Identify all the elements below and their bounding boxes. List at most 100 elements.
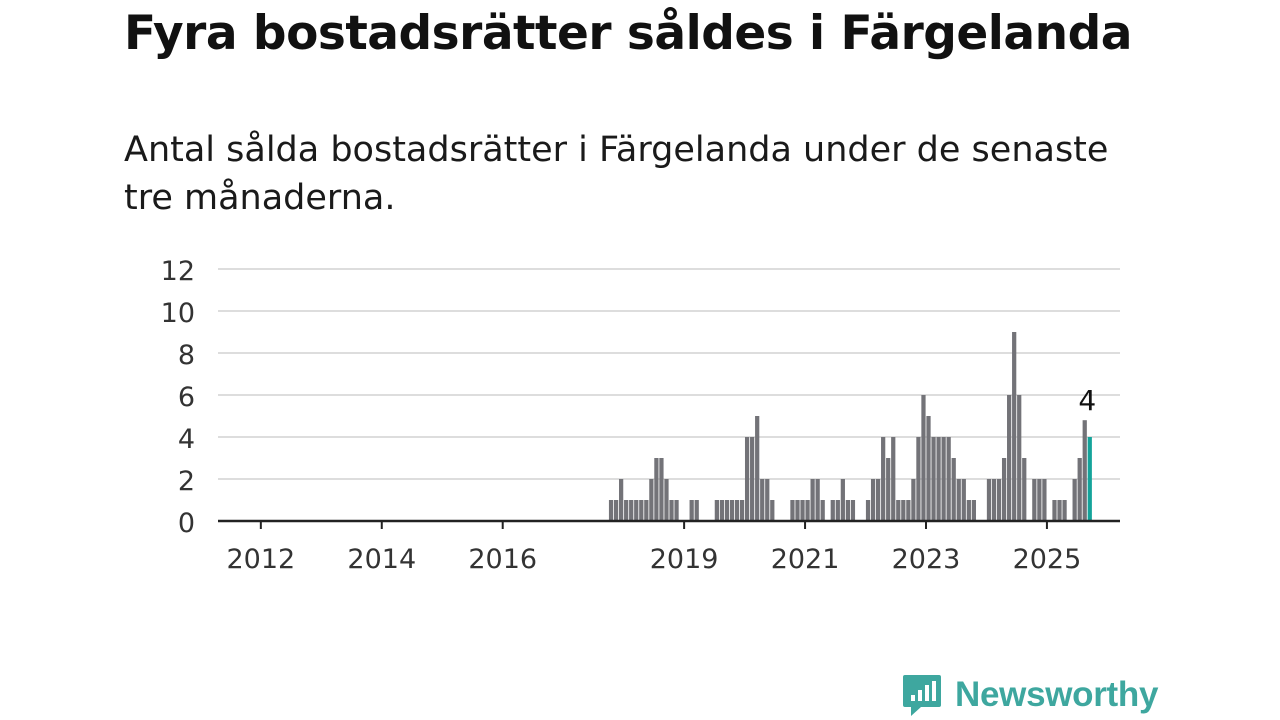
- y-tick-label: 2: [178, 466, 195, 497]
- bar: [750, 437, 755, 521]
- bar: [916, 437, 921, 521]
- bar: [840, 479, 845, 521]
- bar: [739, 500, 745, 521]
- bar: [1077, 458, 1082, 521]
- bar: [1007, 395, 1012, 521]
- bar: [961, 479, 966, 521]
- bar: [608, 500, 614, 521]
- bar: [951, 458, 956, 521]
- x-tick-label: 2023: [892, 544, 961, 575]
- bar: [941, 437, 946, 521]
- bar: [830, 500, 835, 521]
- y-tick-label: 0: [178, 508, 195, 539]
- bar: [886, 458, 891, 521]
- bar: [654, 458, 659, 521]
- bar: [790, 500, 795, 521]
- bar: [810, 479, 815, 521]
- bar: [734, 500, 740, 521]
- x-tick-label: 2025: [1013, 544, 1082, 575]
- bar: [1001, 458, 1007, 521]
- bar: [619, 479, 624, 521]
- bar-chart: 0 2 4 6 8 10 12 2012 2014 2016 2019 2021 2023 2025 4: [161, 256, 1120, 575]
- x-tick-label: 2014: [347, 544, 416, 575]
- bar: [891, 437, 896, 521]
- bar: [921, 395, 926, 521]
- y-tick-label: 6: [178, 382, 195, 413]
- bar: [719, 500, 725, 521]
- value-annotation: 4: [1078, 384, 1096, 417]
- bar: [1062, 500, 1067, 521]
- bar: [770, 500, 775, 521]
- bar: [1017, 395, 1022, 521]
- bar: [613, 500, 619, 521]
- bar: [1042, 479, 1047, 521]
- bar: [966, 500, 971, 521]
- x-tick-label: 2012: [226, 544, 295, 575]
- bar: [1032, 479, 1037, 521]
- bar: [669, 500, 674, 521]
- bar: [724, 500, 730, 521]
- bar: [845, 500, 851, 521]
- bar: [659, 458, 664, 521]
- bar: [931, 437, 936, 521]
- bar: [805, 500, 810, 521]
- bar: [1012, 332, 1017, 521]
- bar: [986, 479, 992, 521]
- bar: [835, 500, 840, 521]
- bar: [906, 500, 911, 521]
- bar: [911, 479, 916, 521]
- brand: Newsworthy: [901, 670, 1158, 720]
- chart-title: Fyra bostadsrätter såldes i Färgelanda: [124, 6, 1132, 61]
- bar: [971, 500, 976, 521]
- bar: [820, 500, 825, 521]
- bar: [674, 500, 679, 521]
- bar: [689, 500, 694, 521]
- bar: [926, 416, 931, 521]
- bar: [765, 479, 770, 521]
- bar: [694, 500, 699, 521]
- bar: [881, 437, 886, 521]
- bar: [996, 479, 1002, 521]
- bar: [850, 500, 856, 521]
- bar: [865, 500, 871, 521]
- bar: [1052, 500, 1057, 521]
- bar: [714, 500, 719, 521]
- x-tick-label: 2016: [468, 544, 537, 575]
- bar: [644, 500, 649, 521]
- bar: [991, 479, 997, 521]
- brand-name: Newsworthy: [955, 675, 1159, 714]
- bar-highlight: [1087, 437, 1092, 521]
- bar: [639, 500, 644, 521]
- bar: [729, 500, 735, 521]
- y-tick-label: 4: [178, 424, 195, 455]
- bar: [1082, 420, 1087, 521]
- y-tick-label: 10: [161, 298, 195, 329]
- bar: [946, 437, 951, 521]
- bar: [649, 479, 654, 521]
- bar: [936, 437, 941, 521]
- bar: [901, 500, 906, 521]
- bar: [1072, 479, 1077, 521]
- bar: [629, 500, 634, 521]
- bar: [956, 479, 961, 521]
- bar: [744, 437, 750, 521]
- bar: [755, 416, 760, 521]
- bar: [815, 479, 820, 521]
- bar: [896, 500, 901, 521]
- bar: [1057, 500, 1062, 521]
- bar: [1037, 479, 1042, 521]
- y-tick-label: 8: [178, 340, 195, 371]
- bar: [760, 479, 765, 521]
- bar: [800, 500, 805, 521]
- bar: [624, 500, 629, 521]
- newsworthy-logo-icon: [903, 675, 941, 716]
- bar: [870, 479, 876, 521]
- x-tick-label: 2021: [771, 544, 840, 575]
- bar: [795, 500, 800, 521]
- bar: [664, 479, 669, 521]
- bar: [1022, 458, 1027, 521]
- bar: [634, 500, 639, 521]
- x-tick-label: 2019: [650, 544, 719, 575]
- y-tick-label: 12: [161, 256, 195, 287]
- chart-subtitle: Antal sålda bostadsrätter i Färgelanda u…: [124, 130, 1109, 218]
